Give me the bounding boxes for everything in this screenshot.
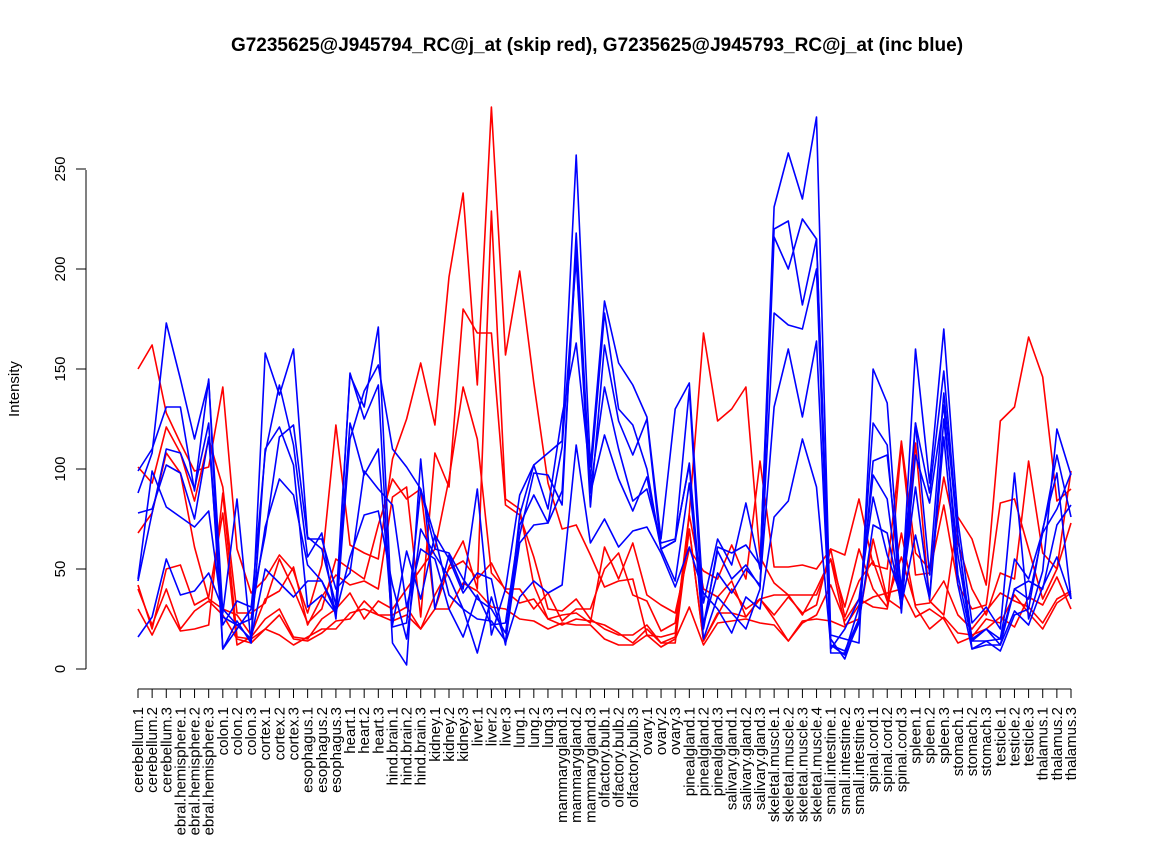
series-line-inc-10 (137, 258, 1072, 654)
x-tick-label: hind.brain.2 (399, 707, 416, 785)
series-line-inc-7 (137, 116, 1072, 646)
x-tick-label: hind.brain.1 (384, 707, 401, 785)
x-tick-label: pinealgland.3 (710, 707, 727, 796)
x-tick-label: colon.1 (215, 707, 232, 755)
x-tick-label: spleen.2 (922, 707, 939, 764)
x-tick-label: skeletal.muscle.1 (766, 707, 783, 822)
x-tick-label: heart.1 (342, 707, 359, 754)
y-tick-label: 150 (52, 356, 69, 381)
x-tick-label: skeletal.muscle.4 (809, 707, 826, 822)
x-tick-label: spinal.cord.3 (893, 707, 910, 792)
x-tick-label: mammarygland.2 (568, 707, 585, 823)
x-tick-label: skeletal.muscle.3 (794, 707, 811, 822)
x-tick-label: stomach.1 (950, 707, 967, 776)
x-tick-label: cortex.3 (286, 707, 303, 760)
x-tick-label: kidney.2 (441, 707, 458, 762)
x-tick-label: ovary.3 (667, 707, 684, 755)
x-tick-label: olfactory.bulb.3 (625, 707, 642, 808)
x-tick-label: stomach.2 (964, 707, 981, 776)
x-tick-label: thalamus.3 (1063, 707, 1080, 780)
x-tick-label: ebral.hemisphere.3 (201, 707, 218, 835)
x-tick-label: esophagus.2 (314, 707, 331, 793)
x-tick-label: pinealgland.1 (681, 707, 698, 796)
series-line-inc-9 (137, 218, 1072, 652)
x-tick-label: cortex.1 (257, 707, 274, 760)
x-tick-label: liver.2 (483, 707, 500, 746)
series-line-skip-5 (137, 492, 1072, 644)
x-tick-label: hind.brain.3 (413, 707, 430, 785)
x-tick-label: spleen.1 (908, 707, 925, 764)
x-tick-label: stomach.3 (978, 707, 995, 776)
y-tick-label: 0 (52, 665, 69, 673)
x-tick-label: thalamus.1 (1035, 707, 1052, 780)
x-tick-label: heart.2 (356, 707, 373, 754)
x-tick-label: esophagus.3 (328, 707, 345, 793)
x-tick-label: salivary.gland.3 (752, 707, 769, 810)
y-tick-label: 200 (52, 256, 69, 281)
x-tick-label: esophagus.1 (300, 707, 317, 793)
y-tick-label: 250 (52, 156, 69, 181)
x-tick-label: ovary.1 (639, 707, 656, 755)
x-tick-label: cerebellum.1 (130, 707, 147, 793)
x-tick-label: kidney.1 (427, 707, 444, 762)
chart-title: G7235625@J945794_RC@j_at (skip red), G72… (231, 35, 963, 56)
x-tick-label: lung.1 (512, 707, 529, 748)
x-tick-label: heart.3 (370, 707, 387, 754)
x-tick-label: cortex.2 (271, 707, 288, 760)
x-tick-label: liver.3 (498, 707, 515, 746)
x-tick-label: olfactory.bulb.2 (611, 707, 628, 808)
series-line-inc-11 (137, 248, 1072, 650)
x-tick-label: salivary.gland.2 (738, 707, 755, 810)
x-tick-label: small.intestine.1 (823, 707, 840, 815)
y-tick-label: 50 (52, 561, 69, 578)
y-tick-label: 100 (52, 456, 69, 481)
x-tick-label: ebral.hemisphere.2 (187, 707, 204, 835)
x-tick-label: cerebellum.3 (158, 707, 175, 793)
x-tick-label: small.intestine.3 (851, 707, 868, 815)
series-line-skip-3 (137, 308, 1072, 644)
series-line-inc-12 (137, 436, 1072, 656)
x-tick-label: spleen.3 (936, 707, 953, 764)
x-tick-label: spinal.cord.1 (865, 707, 882, 792)
x-tick-label: pinealgland.2 (695, 707, 712, 796)
x-tick-label: salivary.gland.1 (724, 707, 741, 810)
x-tick-label: testicle.2 (1006, 707, 1023, 766)
x-tick-label: olfactory.bulb.1 (597, 707, 614, 808)
series-line-skip-2 (137, 210, 1072, 624)
x-tick-label: mammarygland.1 (554, 707, 571, 823)
x-tick-label: ebral.hemisphere.1 (172, 707, 189, 835)
x-tick-label: lung.3 (540, 707, 557, 748)
x-tick-label: mammarygland.3 (582, 707, 599, 823)
x-tick-label: ovary.2 (653, 707, 670, 755)
x-tick-label: colon.2 (229, 707, 246, 755)
x-tick-label: small.intestine.2 (837, 707, 854, 815)
series-line-skip-1 (137, 106, 1072, 638)
x-tick-label: skeletal.muscle.2 (780, 707, 797, 822)
x-tick-label: spinal.cord.2 (879, 707, 896, 792)
y-axis-ticks: 0 50 100 150 200 250 (52, 156, 86, 673)
x-axis-ticks: cerebellum.1cerebellum.2cerebellum.3ebra… (130, 689, 1080, 835)
x-tick-label: thalamus.2 (1049, 707, 1066, 780)
series-line-skip-6 (137, 582, 1072, 648)
y-axis-label: Intensity (6, 361, 23, 417)
x-tick-label: colon.3 (243, 707, 260, 755)
series-line-skip-4 (137, 386, 1072, 646)
x-tick-label: testicle.3 (1021, 707, 1038, 766)
x-tick-label: cerebellum.2 (144, 707, 161, 793)
x-tick-label: lung.2 (526, 707, 543, 748)
x-tick-label: testicle.1 (992, 707, 1009, 766)
x-tick-label: liver.1 (469, 707, 486, 746)
x-tick-label: kidney.3 (455, 707, 472, 762)
series-lines (137, 106, 1072, 666)
